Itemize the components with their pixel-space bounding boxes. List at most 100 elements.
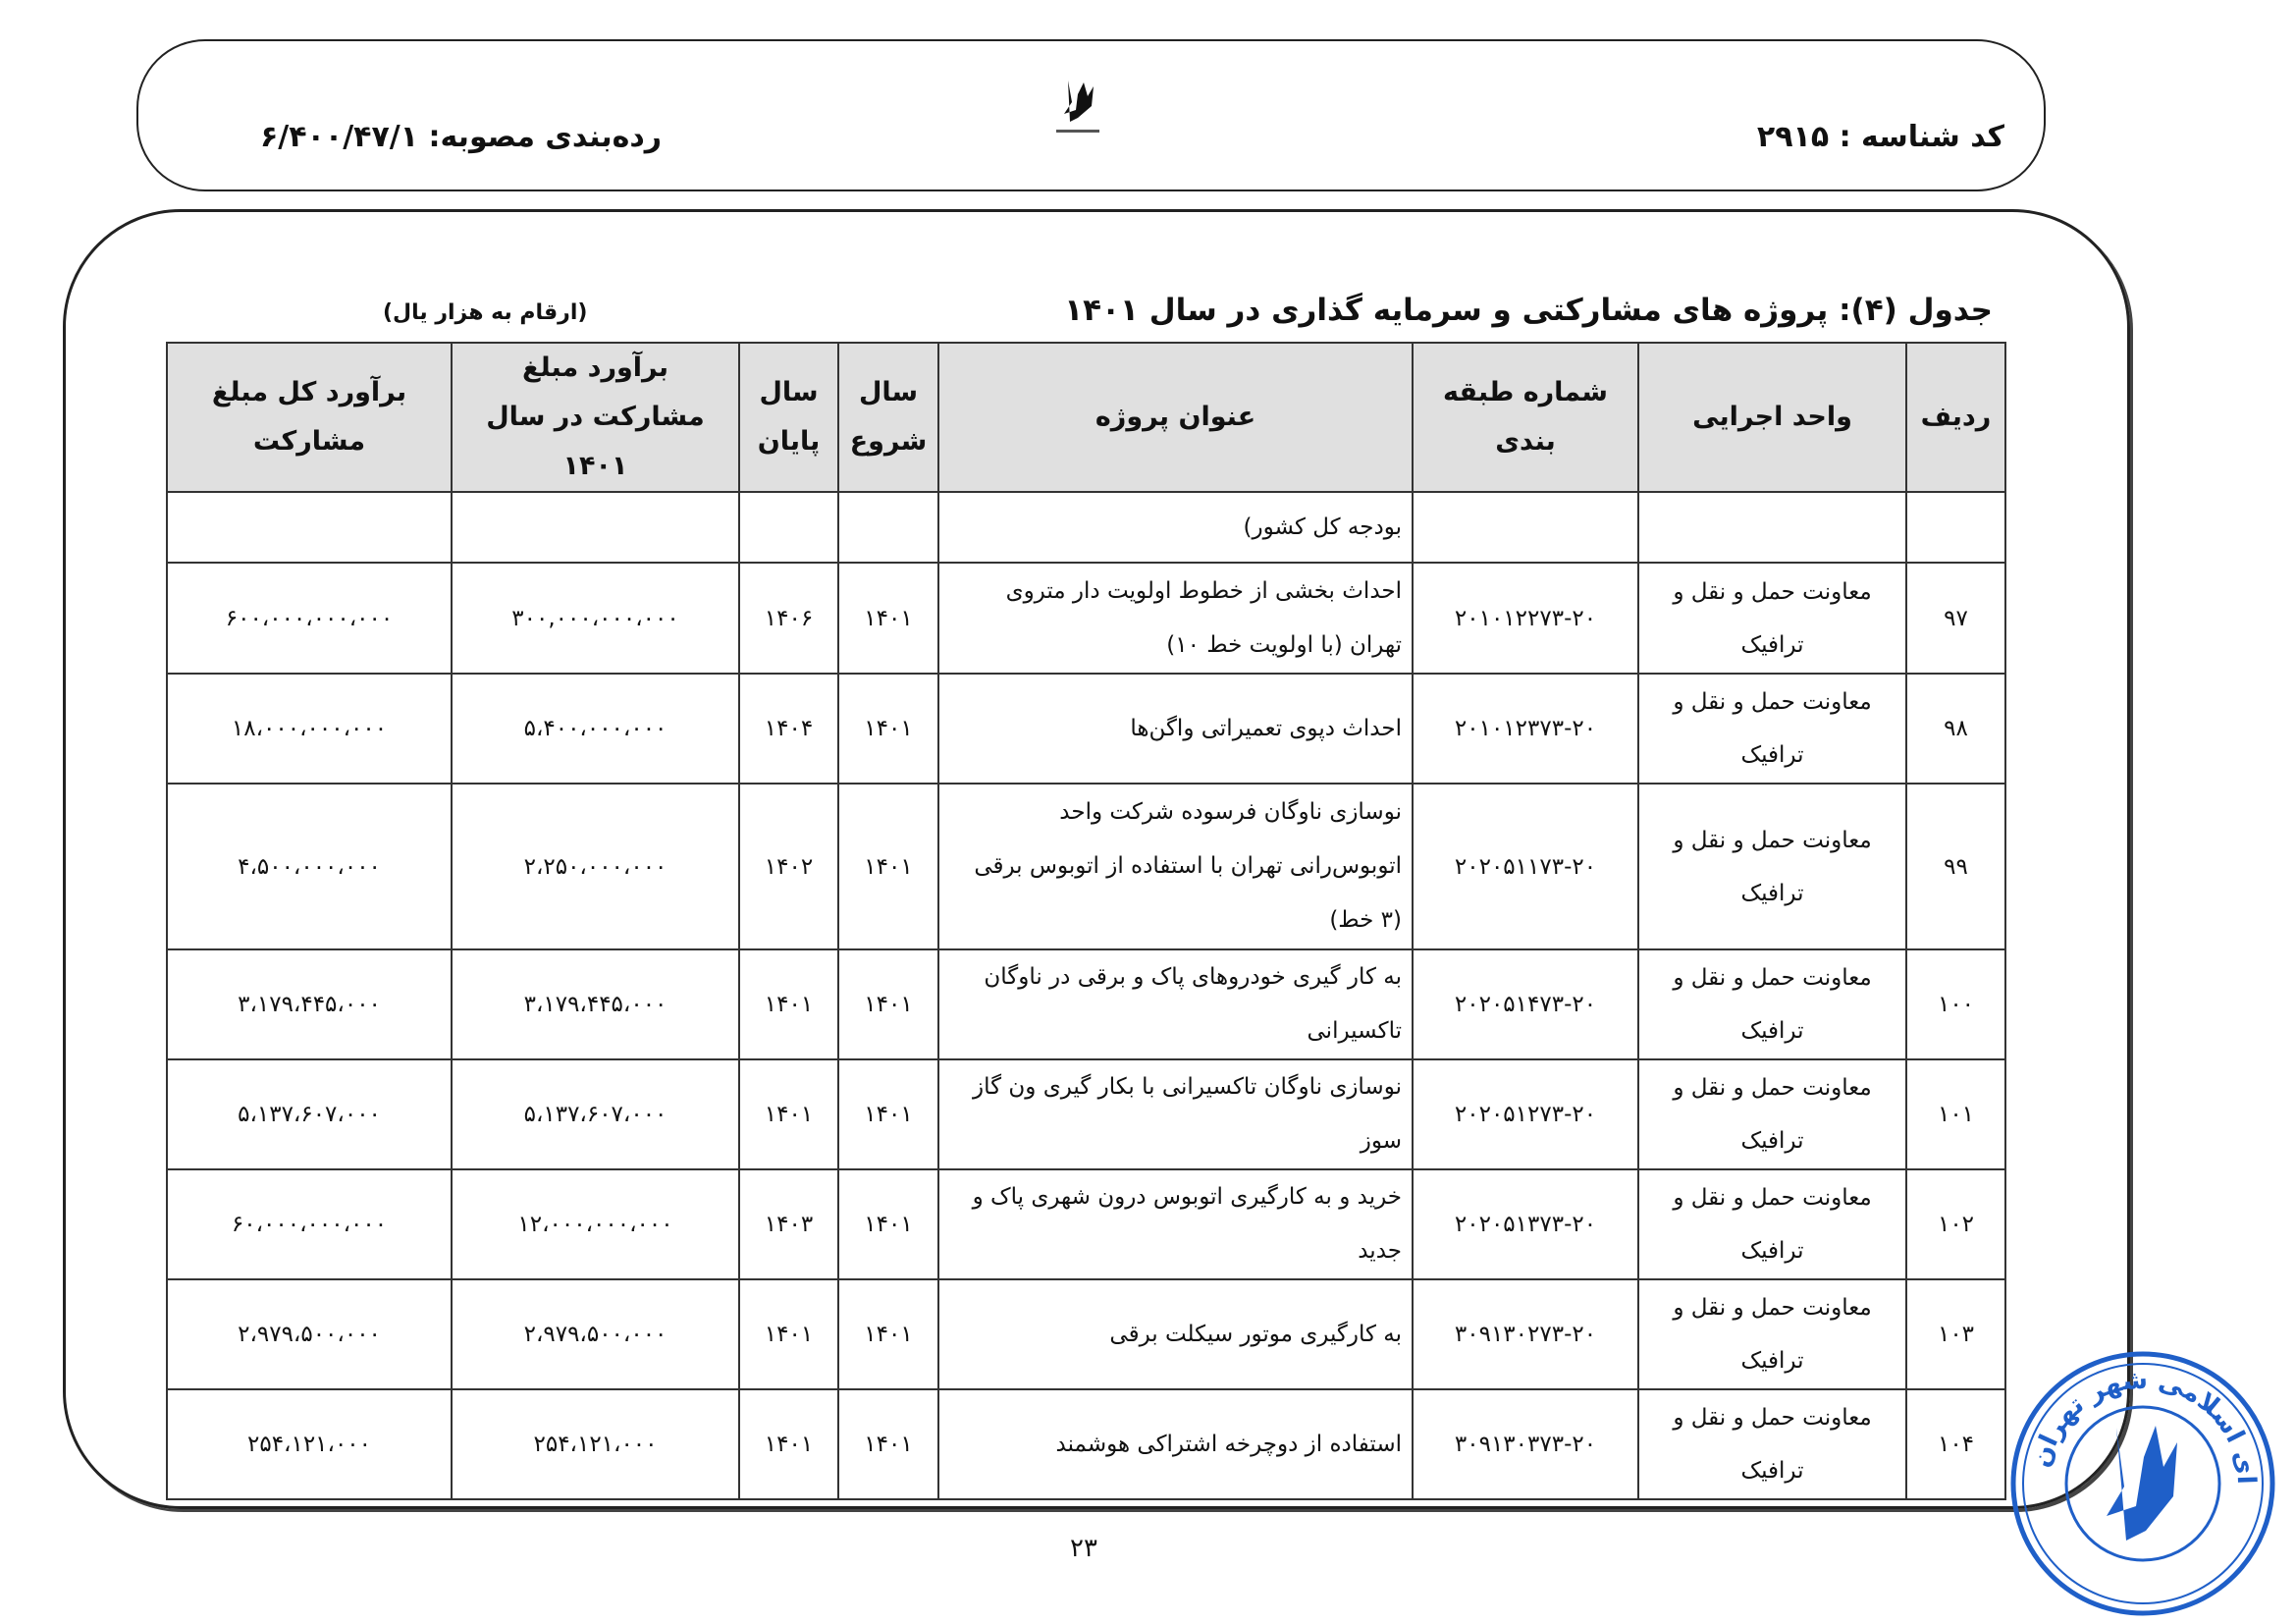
col-header-start: سال شروع — [837, 342, 939, 493]
content-frame — [63, 209, 2130, 1509]
cell-unit: معاونت حمل و نقل و ترافیک — [1637, 1168, 1907, 1280]
cell-unit: معاونت حمل و نقل و ترافیک — [1637, 1278, 1907, 1390]
cell-amount-1401: ۲،۹۷۹،۵۰۰،۰۰۰ — [451, 1278, 740, 1390]
cell-total-amount: ۲،۹۷۹،۵۰۰،۰۰۰ — [166, 1278, 453, 1390]
cell-end-year: ۱۴۰۶ — [738, 562, 839, 675]
cell-row-number: ۱۰۴ — [1905, 1388, 2006, 1500]
cell-project-title: به کار گیری خودروهای پاک و برقی در ناوگا… — [937, 948, 1414, 1060]
cell-project-title: استفاده از دوچرخه اشتراکی هوشمند — [937, 1388, 1414, 1500]
cell-classification-code: ۲۰۲۰۵۱۴۷۳-۲۰ — [1412, 948, 1639, 1060]
table-row: ۹۷ معاونت حمل و نقل و ترافیک ۲۰۱۰۱۲۲۷۳-۲۰ ا… — [166, 562, 2006, 675]
table-title: جدول (۴): پروژه های مشارکتی و سرمایه گذا… — [1064, 293, 1993, 328]
col-header-unit: واحد اجرایی — [1637, 342, 1907, 493]
cell-project-title: نوسازی ناوگان تاکسیرانی با بکار گیری ون … — [937, 1058, 1414, 1170]
cell-start-year: ۱۴۰۱ — [837, 948, 939, 1060]
cell-total-amount: ۲۵۴،۱۲۱،۰۰۰ — [166, 1388, 453, 1500]
table-row: ۱۰۲ معاونت حمل و نقل و ترافیک ۲۰۲۰۵۱۳۷۳-۲۰… — [166, 1168, 2006, 1280]
cell-classification-code: ۲۰۲۰۵۱۳۷۳-۲۰ — [1412, 1168, 1639, 1280]
cell-row-number: ۹۷ — [1905, 562, 2006, 675]
cell-unit: معاونت حمل و نقل و ترافیک — [1637, 673, 1907, 785]
cell-row-number — [1905, 491, 2006, 564]
col-header-row-number: ردیف — [1905, 342, 2006, 493]
cell-classification-code: ۳۰۹۱۳۰۳۷۳-۲۰ — [1412, 1388, 1639, 1500]
cell-unit: معاونت حمل و نقل و ترافیک — [1637, 783, 1907, 950]
col-header-code: شماره طبقه بندی — [1412, 342, 1639, 493]
table-header-row: ردیف واحد اجرایی شماره طبقه بندی عنوان پ… — [166, 342, 2006, 493]
cell-unit: معاونت حمل و نقل و ترافیک — [1637, 948, 1907, 1060]
cell-start-year: ۱۴۰۱ — [837, 1278, 939, 1390]
cell-start-year: ۱۴۰۱ — [837, 1168, 939, 1280]
cell-amount-1401: ۳۰۰,۰۰۰،۰۰۰،۰۰۰ — [451, 562, 740, 675]
cell-total-amount: ۱۸،۰۰۰،۰۰۰،۰۰۰ — [166, 673, 453, 785]
table-row: ۹۹ معاونت حمل و نقل و ترافیک ۲۰۲۰۵۱۱۷۳-۲۰ ن… — [166, 783, 2006, 950]
cell-start-year: ۱۴۰۱ — [837, 1388, 939, 1500]
cell-amount-1401 — [451, 491, 740, 564]
unit-note: (ارقام به هزار یال) — [383, 300, 588, 325]
cell-project-title: خرید و به کارگیری اتوبوس درون شهری پاک و… — [937, 1168, 1414, 1280]
cell-end-year: ۱۴۰۲ — [738, 783, 839, 950]
cell-classification-code: ۲۰۲۰۵۱۲۷۳-۲۰ — [1412, 1058, 1639, 1170]
cell-end-year: ۱۴۰۳ — [738, 1168, 839, 1280]
cell-amount-1401: ۱۲،۰۰۰،۰۰۰،۰۰۰ — [451, 1168, 740, 1280]
cell-unit — [1637, 491, 1907, 564]
stamp-text: اداره مصوبات شورای اسلامی شهر تهران — [2008, 1349, 2261, 1485]
table-row: بودجه کل کشور) — [166, 491, 2006, 564]
table-row: ۱۰۰ معاونت حمل و نقل و ترافیک ۲۰۲۰۵۱۴۷۳-۲۰… — [166, 948, 2006, 1060]
cell-unit: معاونت حمل و نقل و ترافیک — [1637, 1058, 1907, 1170]
cell-amount-1401: ۵،۴۰۰،۰۰۰،۰۰۰ — [451, 673, 740, 785]
cell-classification-code: ۲۰۲۰۵۱۱۷۳-۲۰ — [1412, 783, 1639, 950]
cell-classification-code — [1412, 491, 1639, 564]
approval-classification: رده‌بندی مصوبه: ۶/۴۰۰/۴۷/۱ — [260, 120, 663, 154]
cell-start-year: ۱۴۰۱ — [837, 783, 939, 950]
cell-amount-1401: ۲،۲۵۰،۰۰۰،۰۰۰ — [451, 783, 740, 950]
cell-end-year: ۱۴۰۱ — [738, 1058, 839, 1170]
col-header-title: عنوان پروژه — [937, 342, 1414, 493]
official-stamp-icon: اداره مصوبات شورای اسلامی شهر تهران — [2008, 1349, 2275, 1616]
cell-start-year: ۱۴۰۱ — [837, 673, 939, 785]
col-header-amount-1401: برآورد مبلغ مشارکت در سال ۱۴۰۱ — [451, 342, 740, 493]
id-code: کد شناسه : ۲۹۱۵ — [1756, 120, 2004, 154]
cell-total-amount: ۳،۱۷۹،۴۴۵،۰۰۰ — [166, 948, 453, 1060]
cell-project-title: احداث دپوی تعمیراتی واگن‌ها — [937, 673, 1414, 785]
cell-end-year: ۱۴۰۱ — [738, 1388, 839, 1500]
projects-table: ردیف واحد اجرایی شماره طبقه بندی عنوان پ… — [166, 342, 2006, 1500]
col-header-end: سال پایان — [738, 342, 839, 493]
council-logo-icon — [1056, 81, 1099, 133]
cell-row-number: ۱۰۱ — [1905, 1058, 2006, 1170]
table-row: ۱۰۳ معاونت حمل و نقل و ترافیک ۳۰۹۱۳۰۲۷۳-۲۰… — [166, 1278, 2006, 1390]
cell-project-title: احداث بخشی از خطوط اولویت دار متروی تهرا… — [937, 562, 1414, 675]
cell-row-number: ۹۹ — [1905, 783, 2006, 950]
cell-total-amount: ۶۰۰،۰۰۰،۰۰۰،۰۰۰ — [166, 562, 453, 675]
cell-amount-1401: ۵،۱۳۷،۶۰۷،۰۰۰ — [451, 1058, 740, 1170]
svg-text:اداره مصوبات شورای اسلامی شهر: اداره مصوبات شورای اسلامی شهر تهران — [2008, 1349, 2261, 1485]
cell-project-title: به کارگیری موتور سیکلت برقی — [937, 1278, 1414, 1390]
cell-unit: معاونت حمل و نقل و ترافیک — [1637, 562, 1907, 675]
col-header-total: برآورد کل مبلغ مشارکت — [166, 342, 453, 493]
table-row: ۹۸ معاونت حمل و نقل و ترافیک ۲۰۱۰۱۲۳۷۳-۲۰ ا… — [166, 673, 2006, 785]
cell-classification-code: ۳۰۹۱۳۰۲۷۳-۲۰ — [1412, 1278, 1639, 1390]
cell-end-year: ۱۴۰۱ — [738, 1278, 839, 1390]
cell-row-number: ۹۸ — [1905, 673, 2006, 785]
cell-total-amount — [166, 491, 453, 564]
cell-project-title: نوسازی ناوگان فرسوده شرکت واحد اتوبوس‌را… — [937, 783, 1414, 950]
cell-row-number: ۱۰۰ — [1905, 948, 2006, 1060]
cell-classification-code: ۲۰۱۰۱۲۳۷۳-۲۰ — [1412, 673, 1639, 785]
cell-unit: معاونت حمل و نقل و ترافیک — [1637, 1388, 1907, 1500]
cell-start-year: ۱۴۰۱ — [837, 562, 939, 675]
cell-project-title: بودجه کل کشور) — [937, 491, 1414, 564]
cell-end-year: ۱۴۰۱ — [738, 948, 839, 1060]
cell-start-year: ۱۴۰۱ — [837, 1058, 939, 1170]
cell-end-year: ۱۴۰۴ — [738, 673, 839, 785]
cell-total-amount: ۶۰،۰۰۰،۰۰۰،۰۰۰ — [166, 1168, 453, 1280]
cell-amount-1401: ۳،۱۷۹،۴۴۵،۰۰۰ — [451, 948, 740, 1060]
page-header-frame — [136, 39, 2046, 191]
cell-end-year — [738, 491, 839, 564]
page-number: ۲۳ — [1070, 1534, 1097, 1563]
cell-total-amount: ۴،۵۰۰،۰۰۰،۰۰۰ — [166, 783, 453, 950]
cell-classification-code: ۲۰۱۰۱۲۲۷۳-۲۰ — [1412, 562, 1639, 675]
cell-start-year — [837, 491, 939, 564]
table-row: ۱۰۱ معاونت حمل و نقل و ترافیک ۲۰۲۰۵۱۲۷۳-۲۰… — [166, 1058, 2006, 1170]
cell-amount-1401: ۲۵۴،۱۲۱،۰۰۰ — [451, 1388, 740, 1500]
cell-total-amount: ۵،۱۳۷،۶۰۷،۰۰۰ — [166, 1058, 453, 1170]
table-row: ۱۰۴ معاونت حمل و نقل و ترافیک ۳۰۹۱۳۰۳۷۳-۲۰… — [166, 1388, 2006, 1500]
